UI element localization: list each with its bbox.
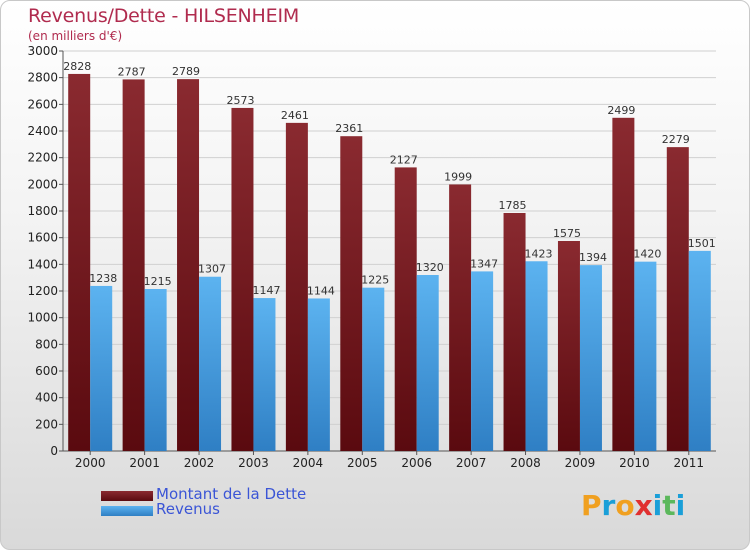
x-tick-label: 2008	[510, 456, 541, 470]
data-label-dette: 1575	[553, 227, 581, 240]
bar-revenus	[253, 298, 276, 451]
data-label-revenus: 1501	[688, 237, 716, 250]
bar-revenus	[199, 276, 222, 451]
data-label-revenus: 1238	[89, 272, 117, 285]
data-label-revenus: 1144	[307, 284, 335, 297]
data-label-revenus: 1225	[361, 274, 389, 287]
data-labels: 2828 1238 2787 1215 2789 1307 2573 1147 2461 1144…	[63, 60, 716, 298]
x-tick-label: 2011	[674, 456, 705, 470]
y-tick-label: 2800	[27, 71, 58, 85]
data-label-dette: 2787	[118, 65, 146, 78]
x-tick-label: 2006	[401, 456, 432, 470]
logo-letter: P	[581, 489, 602, 522]
bar-dette	[449, 184, 472, 451]
y-tick-label: 800	[35, 337, 58, 351]
data-label-dette: 2499	[607, 104, 635, 117]
legend-label-revenus: Revenus	[156, 500, 220, 518]
data-label-dette: 2828	[63, 60, 91, 73]
bar-dette	[612, 117, 635, 452]
x-tick-label: 2007	[456, 456, 487, 470]
axes: 0 200 400 600 800 1000 1200 1400 1600 1800 2000 220…	[27, 44, 716, 470]
bar-revenus	[688, 250, 711, 451]
bar-dette	[503, 213, 526, 451]
y-tick-label: 2000	[27, 177, 58, 191]
legend-swatch-debt	[101, 491, 153, 501]
data-label-revenus: 1347	[470, 257, 498, 270]
x-tick-label: 2010	[619, 456, 650, 470]
bar-dette	[285, 122, 308, 451]
data-label-dette: 1999	[444, 170, 472, 183]
y-tick-label: 400	[35, 391, 58, 405]
bar-revenus	[416, 275, 439, 451]
x-tick-label: 2003	[238, 456, 269, 470]
data-label-revenus: 1423	[525, 247, 553, 260]
bar-revenus	[634, 261, 657, 451]
data-label-revenus: 1394	[579, 251, 607, 264]
data-label-revenus: 1320	[416, 261, 444, 274]
legend-swatch-revenus	[101, 506, 153, 516]
y-tick-label: 200	[35, 417, 58, 431]
x-tick-label: 2002	[184, 456, 215, 470]
x-tick-label: 2000	[75, 456, 106, 470]
y-tick-label: 1600	[27, 231, 58, 245]
bar-dette	[557, 241, 580, 451]
x-tick-label: 2005	[347, 456, 378, 470]
x-tick-label: 2009	[565, 456, 596, 470]
x-tick-label: 2001	[129, 456, 160, 470]
logo-letter: i	[652, 489, 663, 522]
y-tick-label: 0	[50, 444, 58, 458]
y-tick-label: 1200	[27, 284, 58, 298]
bar-revenus	[307, 298, 330, 451]
logo-letter: x	[634, 489, 653, 522]
data-label-revenus: 1307	[198, 263, 226, 276]
chart-subtitle: (en milliers d'€)	[28, 29, 123, 43]
data-label-revenus: 1420	[633, 248, 661, 261]
bars	[68, 73, 711, 452]
data-label-dette: 1785	[499, 199, 527, 212]
y-tick-label: 2400	[27, 124, 58, 138]
grid-lines	[63, 50, 716, 425]
bar-dette	[177, 79, 200, 451]
y-tick-label: 1000	[27, 311, 58, 325]
y-tick-label: 1400	[27, 257, 58, 271]
bar-dette	[68, 73, 91, 451]
data-label-dette: 2461	[281, 109, 309, 122]
chart-title: Revenus/Dette - HILSENHEIM	[28, 5, 300, 27]
y-tick-label: 2600	[27, 97, 58, 111]
y-tick-label: 600	[35, 364, 58, 378]
bar-dette	[666, 147, 689, 451]
logo-letter: o	[615, 489, 635, 522]
y-tick-label: 2200	[27, 151, 58, 165]
data-label-dette: 2789	[172, 65, 200, 78]
proxiti-logo: Proxiti	[581, 489, 685, 522]
bar-dette	[394, 167, 417, 451]
bar-revenus	[90, 285, 113, 451]
data-label-dette: 2279	[662, 133, 690, 146]
logo-letter: t	[662, 489, 676, 522]
data-label-dette: 2127	[390, 153, 418, 166]
data-label-revenus: 1215	[144, 275, 172, 288]
x-tick-label: 2004	[293, 456, 324, 470]
bar-revenus	[471, 271, 494, 451]
data-label-dette: 2573	[226, 94, 254, 107]
y-tick-label: 3000	[27, 44, 58, 58]
logo-letter: i	[675, 489, 686, 522]
y-tick-label: 1800	[27, 204, 58, 218]
legend-label-debt: Montant de la Dette	[156, 485, 307, 503]
logo-letter: r	[601, 489, 616, 522]
bar-dette	[122, 79, 145, 452]
bar-revenus	[144, 289, 167, 451]
bar-revenus	[579, 265, 602, 451]
data-label-revenus: 1147	[252, 284, 280, 297]
bar-revenus	[525, 261, 548, 451]
bar-revenus	[362, 287, 385, 451]
bar-dette	[231, 107, 254, 451]
bar-dette	[340, 136, 363, 451]
data-label-dette: 2361	[335, 122, 363, 135]
